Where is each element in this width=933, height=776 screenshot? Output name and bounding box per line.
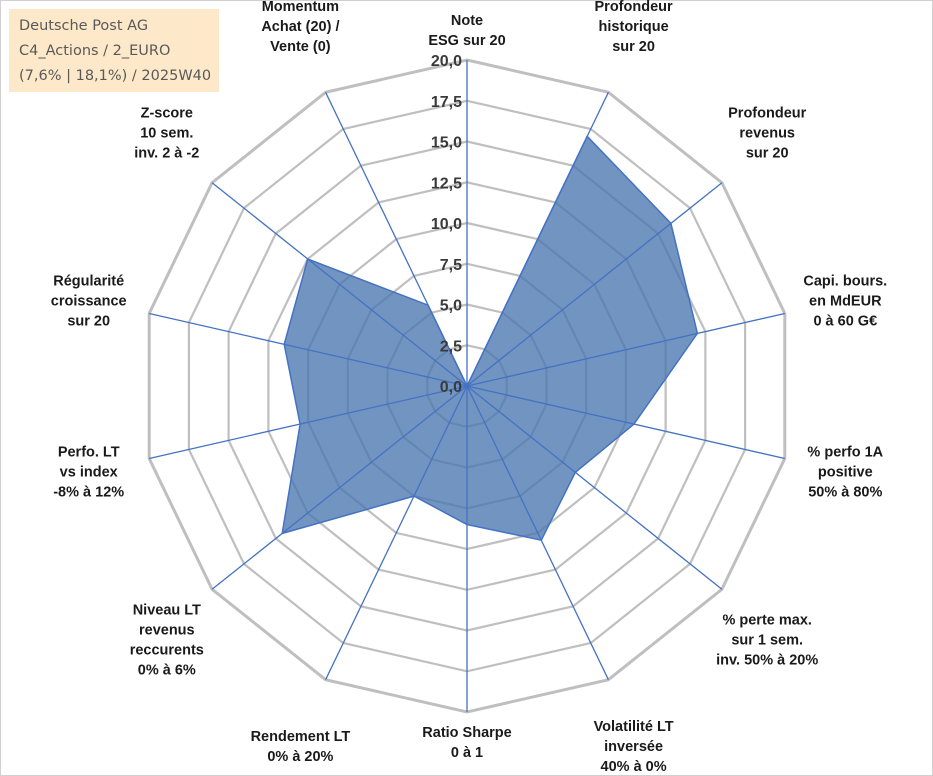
tick-label: 2,5 xyxy=(440,338,462,355)
axis-label-1: Profondeur historique sur 20 xyxy=(595,0,673,55)
axis-label-line: inv. 50% à 20% xyxy=(716,652,818,668)
axis-label-line: 0 à 60 G€ xyxy=(813,314,877,330)
axis-label-line: sur 20 xyxy=(67,314,110,330)
axis-label-line: Volatilité LT xyxy=(594,719,674,735)
tick-label: 12,5 xyxy=(431,175,462,192)
radar-axis-labels: Note ESG sur 20 Profondeur historique sur 20… xyxy=(51,0,887,775)
axis-spoke xyxy=(466,182,723,387)
axis-label-line: Rendement LT xyxy=(251,729,351,745)
axis-label-line: sur 1 sem. xyxy=(731,632,803,648)
axis-label-line: % perte max. xyxy=(722,612,811,628)
axis-spoke xyxy=(211,385,468,590)
axis-label-line: 40% à 0% xyxy=(601,759,667,775)
axis-label-line: 0% à 6% xyxy=(138,662,196,678)
axis-label-13: Momentum Achat (20) / Vente (0) xyxy=(261,0,339,55)
axis-label-line: reccurents xyxy=(130,642,204,658)
axis-label-line: Capi. bours. xyxy=(803,274,887,290)
axis-spoke xyxy=(466,92,609,387)
axis-label-line: en MdEUR xyxy=(809,294,882,310)
axis-label-line: Ratio Sharpe xyxy=(422,725,511,741)
axis-label-10: Perfo. LT vs index -8% à 12% xyxy=(53,444,124,500)
axis-label-6: Volatilité LT inversée 40% à 0% xyxy=(594,719,674,775)
radar-spokes xyxy=(149,60,785,712)
axis-spoke xyxy=(211,182,468,387)
axis-label-line: 10 sem. xyxy=(140,126,193,142)
axis-spoke xyxy=(466,385,785,460)
axis-label-line: historique xyxy=(599,19,669,35)
axis-label-line: -8% à 12% xyxy=(53,484,124,500)
axis-label-line: 50% à 80% xyxy=(808,484,882,500)
axis-spoke xyxy=(466,385,723,590)
axis-label-line: ESG sur 20 xyxy=(428,33,505,49)
axis-label-5: % perte max. sur 1 sem. inv. 50% à 20% xyxy=(716,612,818,668)
radar-tick-labels: 0,0 2,5 5,0 7,5 10,0 12,5 15,0 17,5 20,0 xyxy=(431,53,462,396)
axis-label-9: Niveau LT revenus reccurents 0% à 6% xyxy=(130,602,204,678)
axis-label-3: Capi. bours. en MdEUR 0 à 60 G€ xyxy=(803,274,887,330)
axis-label-line: Perfo. LT xyxy=(58,444,120,460)
axis-label-line: Régularité xyxy=(53,274,124,290)
axis-label-12: Z-score 10 sem. inv. 2 à -2 xyxy=(134,106,199,162)
axis-label-line: Profondeur xyxy=(728,106,806,122)
axis-label-line: 0 à 1 xyxy=(451,745,483,761)
axis-spoke xyxy=(325,92,468,387)
axis-label-line: inv. 2 à -2 xyxy=(134,146,199,162)
axis-label-line: Z-score xyxy=(141,106,193,122)
axis-label-line: vs index xyxy=(60,464,118,480)
axis-label-0: Note ESG sur 20 xyxy=(428,13,505,49)
axis-label-line: revenus xyxy=(739,126,795,142)
tick-label: 7,5 xyxy=(440,257,462,274)
axis-label-4: % perfo 1A positive 50% à 80% xyxy=(807,444,883,500)
company-name: Deutsche Post AG xyxy=(19,18,149,34)
axis-spoke xyxy=(149,312,468,387)
tick-label: 10,0 xyxy=(431,216,462,233)
axis-spoke xyxy=(466,385,609,680)
axis-label-line: Niveau LT xyxy=(133,602,201,618)
axis-label-8: Rendement LT 0% à 20% xyxy=(251,729,351,765)
tick-label: 5,0 xyxy=(440,298,462,315)
axis-label-line: croissance xyxy=(51,294,127,310)
category-label: C4_Actions / 2_EURO xyxy=(19,43,171,59)
axis-label-line: 0% à 20% xyxy=(267,749,333,765)
tick-label: 15,0 xyxy=(431,135,462,152)
axis-label-line: Profondeur xyxy=(595,0,673,15)
axis-spoke xyxy=(325,385,468,680)
axis-label-line: sur 20 xyxy=(746,146,789,162)
axis-label-line: inversée xyxy=(604,739,663,755)
axis-label-11: Régularité croissance sur 20 xyxy=(51,274,127,330)
axis-label-line: % perfo 1A xyxy=(807,444,883,460)
axis-label-line: sur 20 xyxy=(612,39,655,55)
axis-label-line: Achat (20) / xyxy=(261,19,339,35)
axis-spoke xyxy=(149,385,468,460)
axis-label-2: Profondeur revenus sur 20 xyxy=(728,106,806,162)
tick-label: 0,0 xyxy=(440,379,462,396)
tick-label: 17,5 xyxy=(431,94,462,111)
info-box: Deutsche Post AG C4_Actions / 2_EURO (7,… xyxy=(9,9,219,92)
axis-spoke xyxy=(466,312,785,387)
axis-label-line: Note xyxy=(451,13,483,29)
stats-label: (7,6% | 18,1%) / 2025W40 xyxy=(19,68,212,84)
axis-label-line: revenus xyxy=(139,622,195,638)
axis-label-7: Ratio Sharpe 0 à 1 xyxy=(422,725,511,761)
axis-label-line: Vente (0) xyxy=(270,39,331,55)
tick-label: 20,0 xyxy=(431,53,462,70)
axis-label-line: positive xyxy=(818,464,873,480)
axis-label-line: Momentum xyxy=(262,0,339,15)
